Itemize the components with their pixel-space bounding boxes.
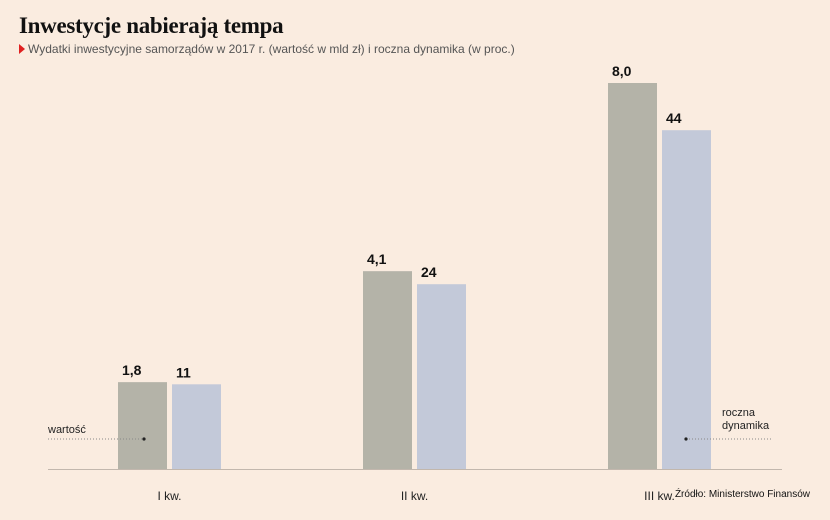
data-label-value-2: 4,1 bbox=[367, 251, 387, 267]
bars-layer bbox=[118, 83, 711, 469]
bar-growth-1 bbox=[172, 384, 221, 469]
data-label-value-1: 1,8 bbox=[122, 362, 142, 378]
category-labels-layer: I kw. II kw. III kw. bbox=[157, 489, 674, 503]
annotation-growth: roczna dynamika bbox=[722, 407, 770, 432]
data-label-growth-1: 11 bbox=[176, 364, 191, 380]
chart-subtitle-text: Wydatki inwestycyjne samorządów w 2017 r… bbox=[28, 42, 515, 56]
category-label-1: I kw. bbox=[157, 489, 181, 503]
category-label-2: II kw. bbox=[401, 489, 428, 503]
data-label-value-3: 8,0 bbox=[612, 63, 632, 79]
annotation-growth-line-2: dynamika bbox=[722, 420, 770, 432]
bar-growth-2 bbox=[417, 284, 466, 469]
category-label-3: III kw. bbox=[644, 489, 675, 503]
bar-value-2 bbox=[363, 271, 412, 469]
annotation-growth-line-1: roczna bbox=[722, 407, 756, 419]
bar-labels-layer: 1,8 11 4,1 24 8,0 44 bbox=[122, 63, 682, 380]
annotation-growth-dot bbox=[684, 437, 688, 441]
data-label-growth-2: 24 bbox=[421, 264, 437, 280]
bar-growth-3 bbox=[662, 130, 711, 469]
triangle-marker-icon bbox=[19, 44, 25, 54]
annotation-value: wartość bbox=[47, 424, 86, 436]
bar-value-3 bbox=[608, 83, 657, 469]
source-note: Źródło: Ministerstwo Finansów bbox=[674, 489, 810, 500]
chart-title: Inwestycje nabierają tempa bbox=[19, 13, 284, 38]
bar-value-1 bbox=[118, 382, 167, 469]
data-label-growth-3: 44 bbox=[666, 110, 682, 126]
annotation-value-dot bbox=[142, 437, 146, 441]
chart-subtitle: Wydatki inwestycyjne samorządów w 2017 r… bbox=[19, 42, 515, 56]
